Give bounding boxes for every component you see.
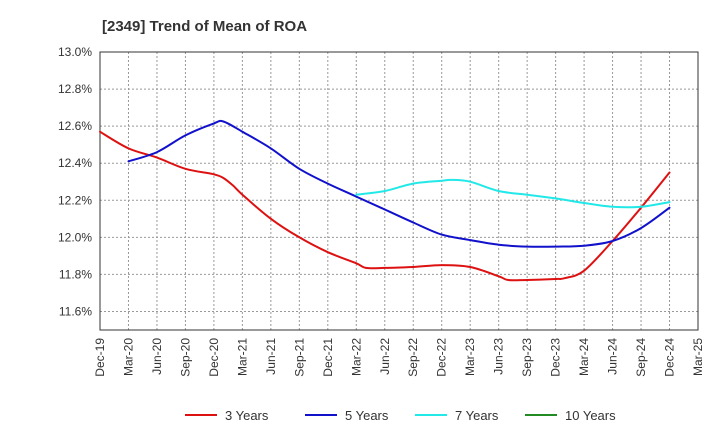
x-tick-label: Dec-20 bbox=[207, 338, 221, 377]
x-tick-label: Dec-21 bbox=[321, 338, 335, 377]
y-tick-label: 12.6% bbox=[58, 119, 92, 133]
series-line-5-years bbox=[127, 119, 671, 248]
y-tick-label: 12.4% bbox=[58, 156, 92, 170]
series-line-3-years bbox=[99, 130, 671, 282]
x-tick-label: Sep-20 bbox=[178, 338, 192, 377]
y-tick-label: 11.6% bbox=[59, 304, 92, 318]
plot-frame bbox=[99, 51, 699, 331]
x-tick-label: Sep-22 bbox=[406, 338, 420, 377]
legend-label: 10 Years bbox=[565, 408, 616, 423]
x-tick-label: Sep-23 bbox=[520, 338, 534, 377]
axes: 11.6% 11.8% 12.0% 12.2% 12.4% 12.6% 12.8% 13.0%… bbox=[58, 45, 720, 377]
x-tick-label: Jun-23 bbox=[492, 338, 506, 375]
x-tick-label: Jun-21 bbox=[264, 338, 278, 375]
x-tick-label: Dec-23 bbox=[549, 338, 563, 377]
x-tick-label: Sep-21 bbox=[292, 338, 306, 377]
x-tick-label: Jun-22 bbox=[378, 338, 392, 375]
x-tick-label: Dec-19 bbox=[93, 338, 107, 377]
x-tick-label: Mar-20 bbox=[121, 338, 135, 376]
y-tick-label: 13.0% bbox=[58, 45, 92, 59]
x-tick-label: Sep-24 bbox=[634, 338, 648, 377]
series-line-7-years bbox=[355, 178, 671, 209]
x-tick-label: Jun-24 bbox=[606, 338, 620, 375]
x-tick-label: Dec-22 bbox=[435, 338, 449, 377]
x-tick-label: Mar-24 bbox=[577, 338, 591, 376]
x-tick-label: Jun-20 bbox=[150, 338, 164, 375]
grid bbox=[100, 51, 698, 330]
legend: 3 Years 5 Years 7 Years 10 Years bbox=[185, 408, 616, 423]
x-tick-label: Mar-21 bbox=[235, 338, 249, 376]
legend-label: 7 Years bbox=[455, 408, 499, 423]
y-tick-label: 11.8% bbox=[59, 267, 92, 281]
y-tick-label: 12.8% bbox=[58, 82, 92, 96]
chart-title: [2349] Trend of Mean of ROA bbox=[102, 18, 307, 35]
series-lines bbox=[99, 119, 671, 282]
legend-label: 5 Years bbox=[345, 408, 389, 423]
x-tick-label: Mar-23 bbox=[463, 338, 477, 376]
x-tick-label: Mar-22 bbox=[349, 338, 363, 376]
x-tick-label: Mar-25 bbox=[691, 338, 705, 376]
x-tick-label: Dec-24 bbox=[663, 338, 677, 377]
y-tick-label: 12.2% bbox=[58, 193, 92, 207]
legend-label: 3 Years bbox=[225, 408, 269, 423]
y-tick-label: 12.0% bbox=[58, 230, 92, 244]
